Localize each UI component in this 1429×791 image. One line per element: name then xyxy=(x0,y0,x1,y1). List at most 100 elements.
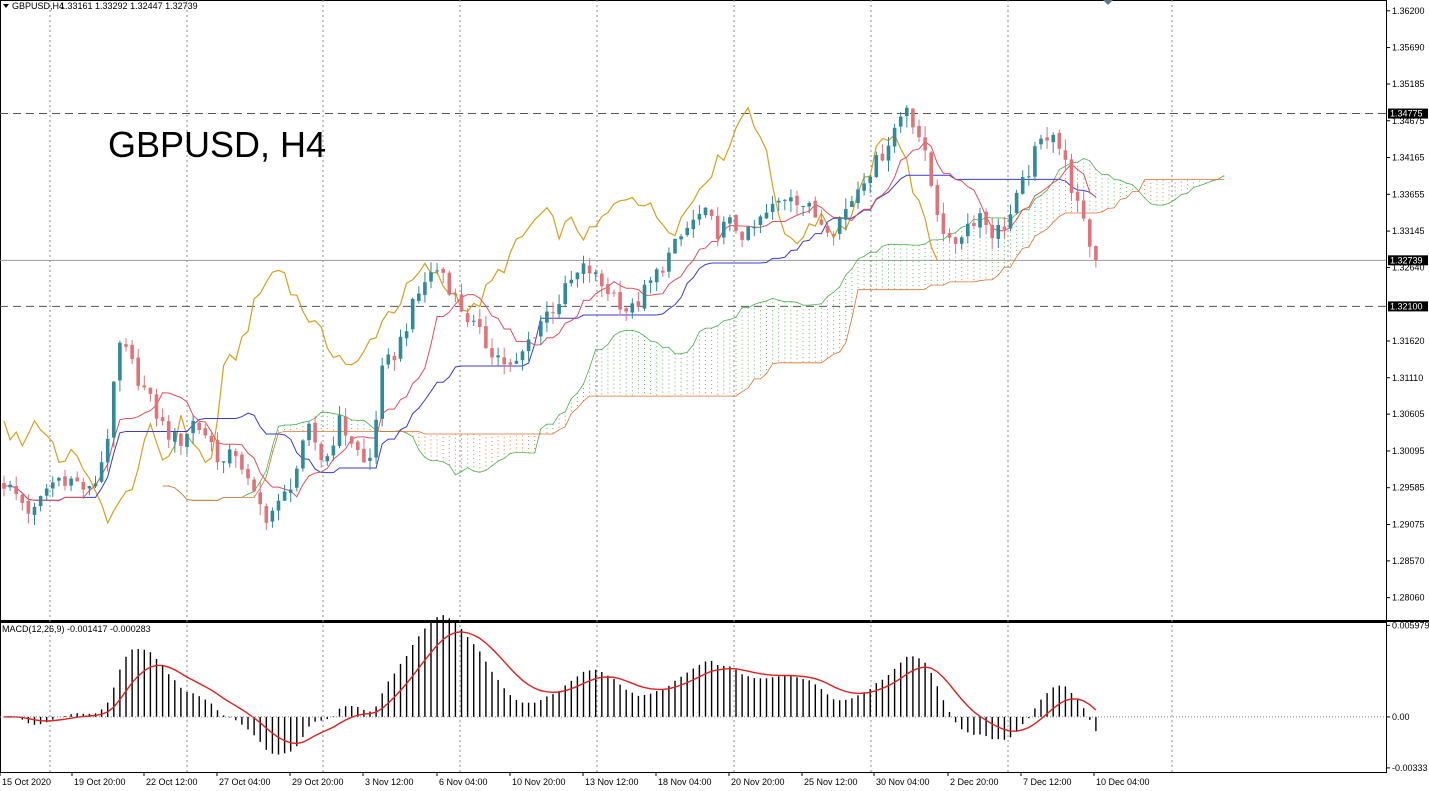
candle-body xyxy=(917,125,921,138)
candle-body xyxy=(978,213,982,228)
time-label: 30 Nov 04:00 xyxy=(876,777,930,787)
candle-body xyxy=(801,205,805,207)
time-label: 10 Nov 20:00 xyxy=(512,777,566,787)
candle xyxy=(130,339,134,365)
candle-body xyxy=(624,308,628,312)
candle-body xyxy=(789,197,793,202)
candle-body xyxy=(1063,150,1068,160)
chikou-span-line xyxy=(3,106,938,525)
candle xyxy=(441,267,445,284)
candle-body xyxy=(362,448,366,463)
price-tick-label: 1.33145 xyxy=(1392,226,1425,236)
candle-body xyxy=(856,189,860,204)
candle xyxy=(642,280,647,311)
candle xyxy=(343,408,348,446)
candle-body xyxy=(892,127,897,147)
candle-body xyxy=(722,221,726,238)
candle-body xyxy=(752,226,757,229)
candle-body xyxy=(276,500,281,511)
price-tick-label: 1.28570 xyxy=(1392,556,1425,566)
candle xyxy=(612,289,616,297)
candle-body xyxy=(929,152,933,186)
candle xyxy=(807,201,811,214)
price-tick-label: 1.32640 xyxy=(1392,262,1425,272)
price-tick-label: 1.30605 xyxy=(1392,409,1425,419)
candle-body xyxy=(69,478,73,486)
candle-body xyxy=(252,479,256,492)
candle-body xyxy=(349,436,354,444)
candle xyxy=(234,448,238,468)
candle xyxy=(880,144,885,162)
chart-header-ohlc: 1.33161 1.33292 1.32447 1.32739 xyxy=(60,1,198,11)
candle xyxy=(197,421,201,434)
candle-body xyxy=(898,116,903,127)
candle xyxy=(1051,132,1055,153)
candle-body xyxy=(630,303,635,313)
candle-body xyxy=(758,216,763,225)
candle xyxy=(368,448,372,470)
candle xyxy=(1045,126,1049,149)
candle xyxy=(435,263,439,275)
candle-body xyxy=(325,456,330,462)
candle xyxy=(264,503,269,530)
candle xyxy=(526,331,531,361)
candle-body xyxy=(343,416,348,436)
candle xyxy=(667,247,671,278)
candle-body xyxy=(990,224,994,239)
candle-body xyxy=(764,212,769,219)
candle-body xyxy=(112,381,116,438)
candle xyxy=(935,179,940,222)
candle xyxy=(776,197,781,211)
candle-body xyxy=(313,422,317,443)
candle-body xyxy=(478,319,482,327)
candle-body xyxy=(770,203,775,212)
candle xyxy=(51,476,55,497)
candle-body xyxy=(26,501,31,514)
candle-body xyxy=(1027,176,1031,178)
candle-body xyxy=(240,454,244,470)
time-label: 18 Nov 04:00 xyxy=(658,777,712,787)
candle-body xyxy=(130,344,134,360)
candle-body xyxy=(996,225,1001,239)
candle-body xyxy=(417,293,421,301)
candle-body xyxy=(984,211,988,225)
candle-body xyxy=(1081,200,1086,219)
candle-body xyxy=(520,351,525,361)
candle xyxy=(972,215,976,230)
candle xyxy=(8,480,12,491)
level-label: 1.34775 xyxy=(1390,109,1423,119)
macd-tick-label: 0.005979 xyxy=(1392,620,1429,630)
candle-body xyxy=(380,365,384,419)
candle xyxy=(709,208,714,221)
candle-body xyxy=(545,311,549,323)
candle xyxy=(947,228,952,242)
candle-body xyxy=(471,320,476,322)
candle xyxy=(539,315,543,346)
candle-body xyxy=(1020,177,1025,194)
candle-body xyxy=(8,484,12,488)
candle xyxy=(75,471,79,482)
candle xyxy=(307,421,311,446)
candle xyxy=(179,432,183,456)
candle xyxy=(630,298,635,319)
candle xyxy=(764,203,769,219)
time-label: 25 Nov 12:00 xyxy=(804,777,858,787)
candle-body xyxy=(837,217,842,234)
candle xyxy=(923,126,927,161)
candle xyxy=(374,410,378,464)
candle-body xyxy=(612,292,616,294)
candle xyxy=(2,475,6,497)
candle xyxy=(148,387,153,402)
candle xyxy=(795,190,799,217)
candle xyxy=(837,216,842,240)
candle-body xyxy=(215,439,220,463)
candle-body xyxy=(1014,192,1019,213)
time-label: 27 Oct 04:00 xyxy=(219,777,271,787)
candle xyxy=(996,219,1001,249)
candle-body xyxy=(935,184,940,216)
candle xyxy=(154,388,159,427)
candle xyxy=(1014,189,1019,214)
candle-body xyxy=(209,435,214,442)
